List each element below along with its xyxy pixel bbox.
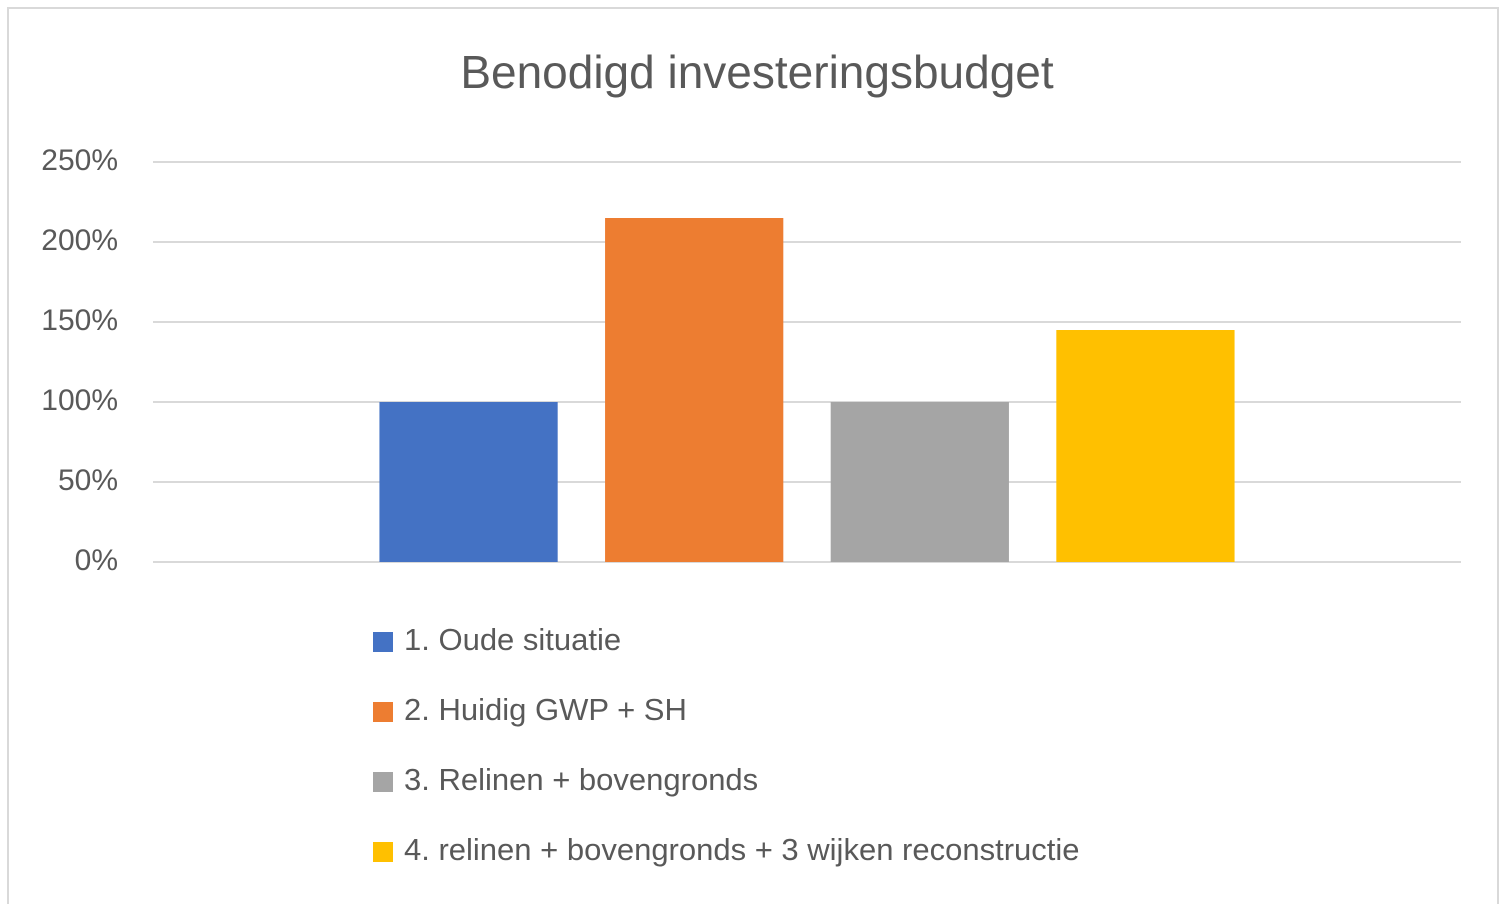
bar [605, 218, 784, 562]
y-tick-label: 0% [75, 544, 118, 577]
bar [830, 402, 1009, 562]
legend-swatch [373, 632, 393, 652]
y-tick-label: 50% [58, 464, 118, 497]
legend-swatch [373, 842, 393, 862]
legend-label: 2. Huidig GWP + SH [404, 692, 687, 727]
legend-label: 3. Relinen + bovengronds [404, 762, 758, 797]
legend-swatch [373, 772, 393, 792]
y-tick-label: 250% [41, 144, 118, 177]
legend-swatch [373, 702, 393, 722]
y-tick-label: 150% [41, 304, 118, 337]
y-tick-label: 100% [41, 384, 118, 417]
bar [1056, 330, 1235, 562]
bar [379, 402, 558, 562]
chart-title: Benodigd investeringsbudget [460, 46, 1054, 98]
y-tick-label: 200% [41, 224, 118, 257]
legend-label: 1. Oude situatie [404, 622, 621, 657]
legend-label: 4. relinen + bovengronds + 3 wijken reco… [404, 832, 1080, 867]
